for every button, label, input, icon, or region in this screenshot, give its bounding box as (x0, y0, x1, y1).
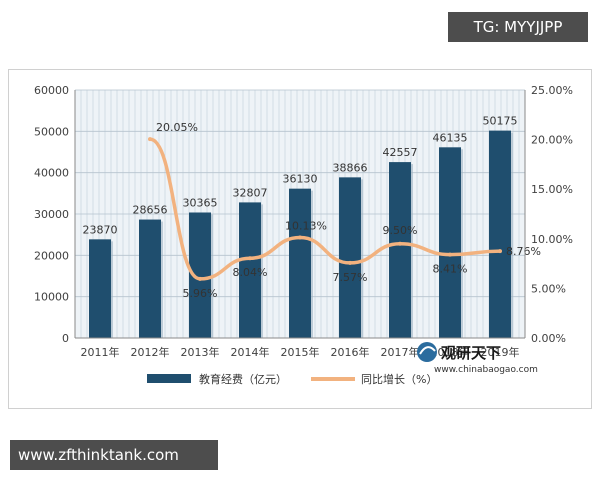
x-tick-label: 2012年 (131, 345, 170, 359)
line-value-label: 8.41% (433, 263, 468, 276)
y-right-tick-label: 15.00% (531, 183, 573, 196)
combo-chart: 23870 28656 30365 32807 36130 38866 42557 46135… (34, 84, 573, 386)
bar-value-label: 42557 (383, 146, 418, 159)
bar-value-label: 50175 (483, 115, 518, 128)
legend-bar-label: 教育经费（亿元） (199, 372, 287, 386)
line-point (248, 256, 252, 261)
y-left-tick-label: 50000 (34, 125, 69, 138)
x-tick-label: 2019年 (481, 345, 520, 359)
legend: 教育经费（亿元） 同比增长（%） (147, 372, 437, 386)
y-left-tick-label: 60000 (34, 84, 69, 97)
line-point (448, 252, 452, 257)
line-point (198, 276, 202, 281)
x-tick-label: 2018年 (431, 345, 470, 359)
bar (239, 202, 261, 338)
bar (189, 212, 211, 338)
line-value-label: 8.76% (506, 245, 541, 258)
x-tick-label: 2016年 (331, 345, 370, 359)
x-tick-label: 2014年 (231, 345, 270, 359)
watermark-brand: 观研天下 (441, 344, 501, 362)
line-value-label: 10.13% (285, 220, 327, 233)
bar (489, 130, 511, 338)
line-series (148, 137, 502, 281)
bar (389, 162, 411, 338)
line-point (398, 241, 402, 246)
x-tick-label: 2013年 (181, 345, 220, 359)
bar (89, 239, 111, 338)
x-tick-label: 2011年 (81, 345, 120, 359)
y-right-tick-label: 20.00% (531, 134, 573, 147)
bar (289, 188, 311, 338)
bar-value-label: 32807 (233, 186, 268, 199)
bar-value-label: 28656 (133, 204, 168, 217)
bar (439, 147, 461, 338)
bar-value-label: 23870 (83, 223, 118, 236)
line-value-label: 8.04% (233, 266, 268, 279)
x-axis: 2011年 2012年 2013年 2014年 2015年 2016年 2017年 2018年… (75, 337, 525, 359)
bar-value-labels: 23870 28656 30365 32807 36130 38866 42557 46135… (83, 115, 518, 237)
bar-value-label: 30365 (183, 196, 218, 209)
growth-line (148, 137, 502, 281)
legend-line-label: 同比增长（%） (361, 372, 437, 386)
watermark-logo-icon (417, 342, 437, 362)
bar-value-label: 38866 (333, 161, 368, 174)
bar-series (89, 130, 513, 338)
y-left-tick-label: 30000 (34, 208, 69, 221)
y-left-tick-label: 10000 (34, 291, 69, 304)
bar-value-label: 46135 (433, 131, 468, 144)
y-right-tick-label: 0.00% (531, 332, 566, 345)
y-axis-right: 0.00% 5.00% 10.00% 15.00% 20.00% 25.00% (524, 84, 573, 345)
x-tick-label: 2015年 (281, 345, 320, 359)
line-value-label: 5.96% (183, 287, 218, 300)
x-tick-label: 2017年 (381, 345, 420, 359)
line-value-label: 20.05% (156, 121, 198, 134)
footer-url: www.zfthinktank.com (10, 440, 218, 470)
header-tag: TG: MYYJJPP (448, 12, 588, 42)
bar (339, 177, 361, 338)
y-right-tick-label: 10.00% (531, 233, 573, 246)
y-right-tick-label: 5.00% (531, 282, 566, 295)
chart-frame: 23870 28656 30365 32807 36130 38866 42557 46135… (8, 69, 592, 409)
line-value-label: 7.57% (333, 271, 368, 284)
watermark: 观研天下 www.chinabaogao.com (417, 342, 538, 375)
line-value-label: 9.50% (383, 224, 418, 237)
y-right-tick-label: 25.00% (531, 84, 573, 97)
y-left-tick-label: 40000 (34, 167, 69, 180)
bar (139, 219, 161, 338)
line-value-labels: 20.05% 5.96% 8.04% 10.13% 7.57% 9.50% 8.41% 8.7… (156, 121, 541, 300)
line-point (148, 137, 152, 142)
line-point (348, 260, 352, 265)
line-point (298, 235, 302, 240)
y-left-tick-label: 0 (62, 332, 69, 345)
bar-value-label: 36130 (283, 173, 318, 186)
legend-bar-swatch (147, 374, 191, 383)
line-point (498, 249, 502, 254)
y-left-tick-label: 20000 (34, 249, 69, 262)
watermark-site: www.chinabaogao.com (434, 365, 538, 375)
y-axis-left: 0 10000 20000 30000 40000 50000 60000 (34, 84, 76, 345)
